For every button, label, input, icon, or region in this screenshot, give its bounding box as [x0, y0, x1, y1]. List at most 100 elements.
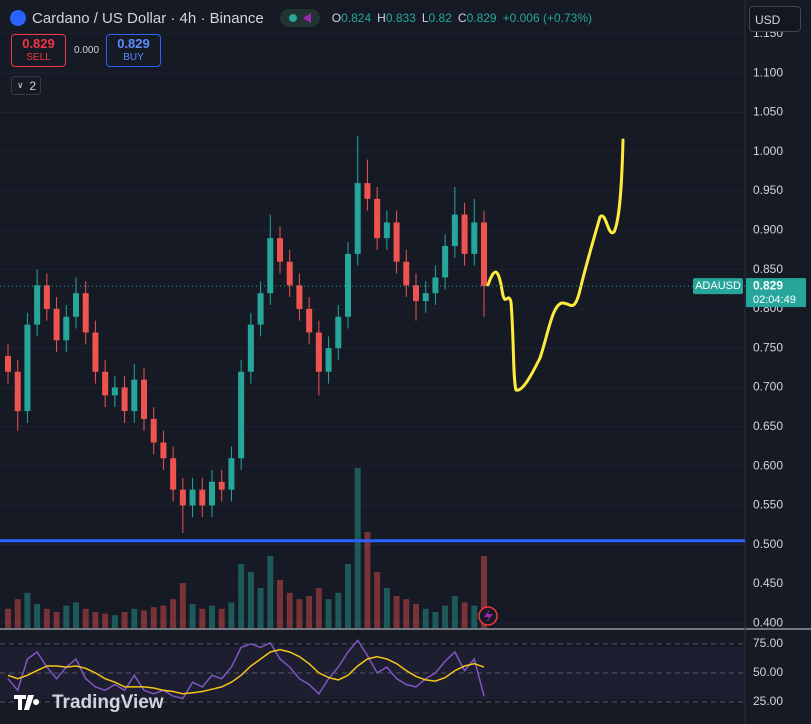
volume-bar — [374, 572, 381, 628]
currency: USD — [755, 13, 781, 27]
ohlc-h: H0.833 — [377, 11, 416, 25]
candle-body — [286, 261, 293, 286]
volume-bar — [461, 602, 468, 628]
brand-logo: TradingView — [14, 692, 164, 713]
volume-bar — [24, 592, 31, 628]
candle-body — [238, 371, 245, 459]
candle-body — [432, 277, 439, 294]
candle-body — [413, 285, 419, 302]
rsi-tick-label: 50.00 — [753, 665, 783, 679]
volume-bar — [481, 556, 487, 628]
volume-bar — [471, 605, 478, 628]
rsi — [7, 639, 485, 700]
candle-body — [335, 316, 342, 349]
volume-bar — [102, 613, 109, 628]
status-pill[interactable] — [279, 9, 320, 27]
candle-body — [228, 458, 235, 490]
volume-bar — [53, 612, 60, 628]
symbol-title: Cardano / US Dollar · 4h · Binance — [32, 9, 264, 27]
ohlc-o: O0.824 — [332, 11, 371, 25]
event-bolt — [484, 609, 493, 623]
volume-bar — [442, 605, 449, 628]
y-tick-label: 0.650 — [753, 419, 783, 433]
currency-button[interactable]: USD — [749, 6, 801, 32]
y-tick-label: 0.500 — [753, 537, 783, 551]
rsi-line — [7, 648, 485, 695]
brand: TradingView — [52, 692, 164, 713]
volume-bar — [422, 608, 429, 628]
candle-body — [218, 481, 225, 490]
volume-bar — [131, 608, 138, 628]
candle-body — [160, 442, 167, 459]
volume-bar — [34, 604, 41, 628]
volume-bar — [267, 556, 274, 628]
status-icon — [302, 13, 311, 23]
candle-body — [306, 308, 313, 333]
chevron: ∨ — [17, 80, 24, 90]
volume-bar — [141, 610, 147, 628]
volume-bar — [209, 605, 215, 628]
last-price: 0.829 — [753, 278, 783, 292]
indicators-toggle[interactable]: ∨ 2 — [11, 76, 41, 95]
ohlc-key: O — [331, 11, 342, 25]
rsi-tick-label: 25.00 — [753, 694, 783, 708]
volume-bar — [179, 583, 186, 628]
countdown: 02:04:49 — [753, 294, 796, 306]
candle-body — [393, 222, 400, 262]
ohlc-key: C — [457, 11, 467, 25]
volume-bar — [199, 608, 206, 628]
volume-bar — [315, 588, 322, 628]
y-tick-label: 1.100 — [753, 65, 783, 79]
y-tick-label: 1.000 — [753, 144, 783, 158]
volume-bar — [92, 612, 99, 628]
ohlc-l: L0.82 — [422, 11, 452, 25]
volume-bar — [296, 599, 303, 628]
change: +0.006 (+0.73%) — [502, 11, 593, 25]
candle-body — [179, 489, 186, 506]
volume — [5, 468, 487, 628]
volume-bar — [277, 580, 283, 628]
candle-body — [82, 293, 89, 333]
candle-body — [481, 222, 487, 287]
candle-body — [14, 371, 21, 412]
candle-body — [247, 324, 254, 372]
candle-body — [111, 387, 118, 396]
candle-body — [277, 238, 283, 262]
volume-bar — [383, 588, 390, 628]
volume-bar — [63, 605, 70, 628]
candles — [5, 135, 487, 533]
candle-body — [189, 489, 196, 506]
spread: 0.000 — [74, 45, 100, 56]
candle-body — [141, 379, 147, 419]
candle-body — [150, 418, 157, 443]
price-tag — [746, 278, 806, 308]
ohlc-value: 0.829 — [466, 11, 497, 25]
rsi-line — [7, 639, 485, 700]
volume-bar — [111, 615, 118, 628]
candle-body — [296, 285, 303, 309]
y-tick-label: 0.900 — [753, 222, 783, 236]
y-tick-label: 0.600 — [753, 458, 783, 472]
sell-button[interactable]: 0.829 SELL — [11, 34, 66, 67]
y-tick-label: 0.950 — [753, 183, 783, 197]
sell-price: 0.829 — [22, 36, 55, 51]
volume-bar — [286, 592, 293, 628]
symbol-icon — [10, 10, 26, 26]
y-tick-label: 1.050 — [753, 105, 783, 119]
candle-body — [102, 371, 109, 396]
candle-body — [73, 293, 79, 317]
volume-bar — [121, 612, 128, 628]
volume-bar — [5, 608, 11, 628]
volume-bar — [257, 588, 264, 628]
y-tick-label: 0.400 — [753, 615, 783, 629]
indicator-count: 2 — [29, 79, 36, 93]
buy-button[interactable]: 0.829 BUY — [106, 34, 161, 67]
ohlc-value: 0.833 — [385, 11, 416, 25]
volume-bar — [345, 564, 351, 628]
candle-body — [121, 387, 128, 412]
volume-bar — [218, 608, 225, 628]
drawing — [486, 138, 625, 392]
candle-body — [209, 481, 215, 506]
